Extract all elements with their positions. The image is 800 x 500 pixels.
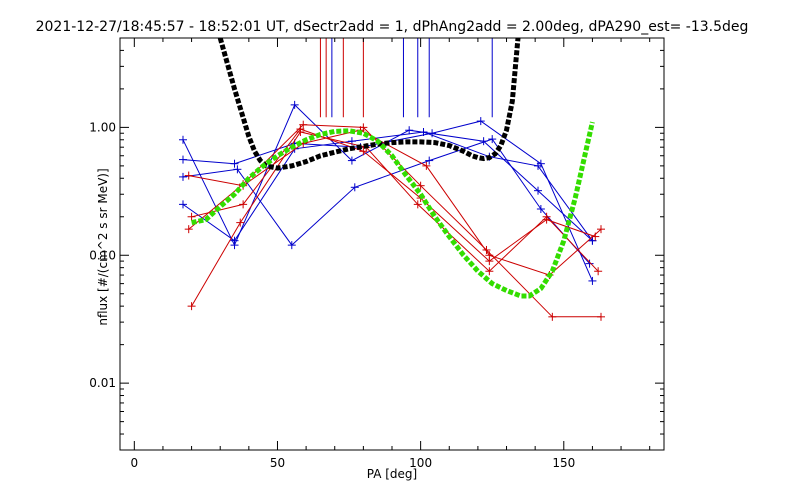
data-point bbox=[425, 156, 434, 165]
series-line-7 bbox=[191, 128, 596, 262]
model-curve-8 bbox=[217, 38, 521, 171]
y-tick-label: 0.01 bbox=[89, 376, 116, 390]
plot-frame bbox=[119, 37, 665, 451]
x-tick-label: 0 bbox=[130, 456, 138, 470]
data-point bbox=[597, 312, 606, 321]
chart-title: 2021-12-27/18:45:57 - 18:52:01 UT, dSect… bbox=[36, 19, 749, 35]
series-line-1 bbox=[182, 120, 593, 282]
data-point bbox=[428, 129, 437, 138]
data-point bbox=[184, 171, 193, 180]
x-tick-label: 100 bbox=[409, 456, 432, 470]
data-point bbox=[419, 128, 428, 137]
data-point bbox=[230, 236, 239, 245]
data-point bbox=[594, 267, 603, 276]
data-point bbox=[347, 156, 356, 165]
x-axis-label: PA [deg] bbox=[367, 467, 417, 481]
data-point bbox=[548, 312, 557, 321]
data-point bbox=[233, 165, 242, 174]
series-line-5 bbox=[191, 131, 599, 307]
data-point bbox=[236, 218, 245, 227]
data-point bbox=[476, 117, 485, 126]
data-point bbox=[588, 276, 597, 285]
y-tick-label: 1.00 bbox=[89, 120, 116, 134]
data-point bbox=[588, 236, 597, 245]
data-point bbox=[597, 225, 606, 234]
data-point bbox=[290, 100, 299, 109]
data-point bbox=[591, 232, 600, 241]
data-point bbox=[350, 183, 359, 192]
data-point bbox=[359, 147, 368, 156]
data-point bbox=[536, 205, 545, 214]
data-point bbox=[178, 172, 187, 181]
data-point bbox=[405, 126, 414, 135]
series-line-2 bbox=[182, 138, 590, 264]
data-point bbox=[299, 120, 308, 129]
x-tick-label: 50 bbox=[270, 456, 285, 470]
data-point bbox=[534, 186, 543, 195]
data-point bbox=[184, 225, 193, 234]
data-point bbox=[488, 135, 497, 144]
data-point bbox=[422, 161, 431, 170]
data-point bbox=[178, 135, 187, 144]
data-point bbox=[230, 159, 239, 168]
plot-area bbox=[178, 38, 606, 321]
data-point bbox=[287, 241, 296, 250]
axes: 0 50 100 150 0.01 0.10 1.00 bbox=[89, 37, 665, 470]
series-line-6 bbox=[188, 129, 602, 276]
data-point bbox=[187, 212, 196, 221]
series-line-4 bbox=[188, 124, 601, 318]
data-point bbox=[178, 155, 187, 164]
data-point bbox=[534, 161, 543, 170]
data-point bbox=[485, 257, 494, 266]
x-tick-label: 150 bbox=[552, 456, 575, 470]
y-axis-label: nflux [#/(cm^2 s sr MeV)] bbox=[96, 168, 110, 325]
data-point bbox=[178, 200, 187, 209]
data-point bbox=[239, 200, 248, 209]
y-tick-label: 0.10 bbox=[89, 248, 116, 262]
data-point bbox=[482, 245, 491, 254]
model-curve-9 bbox=[191, 121, 595, 299]
series-line-3 bbox=[182, 131, 593, 242]
data-point bbox=[485, 267, 494, 276]
data-point bbox=[585, 259, 594, 268]
data-point bbox=[416, 181, 425, 190]
data-point bbox=[542, 215, 551, 224]
data-point bbox=[187, 302, 196, 311]
data-point bbox=[413, 200, 422, 209]
data-point bbox=[296, 125, 305, 134]
